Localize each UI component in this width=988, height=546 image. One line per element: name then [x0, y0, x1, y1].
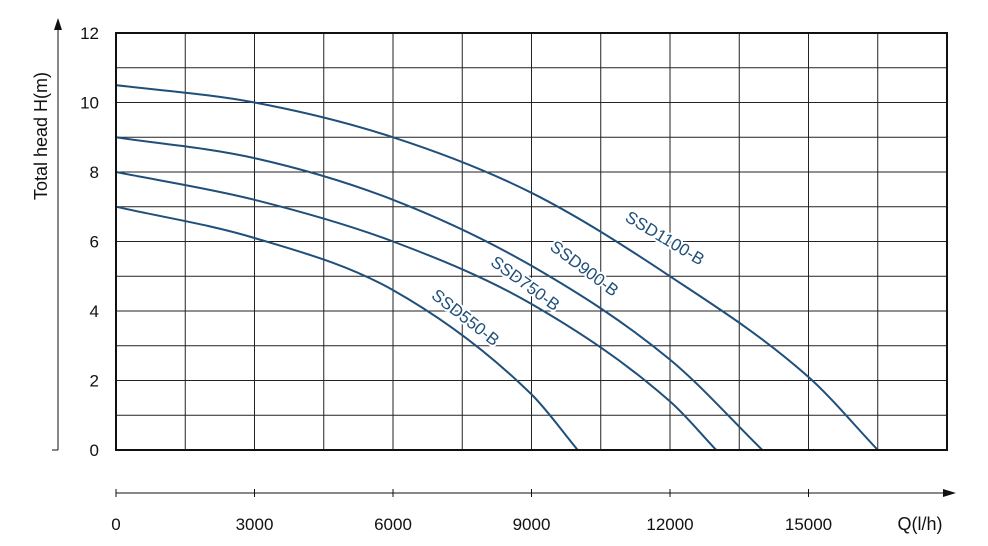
grid [116, 33, 947, 450]
x-tick-label: 15000 [785, 515, 832, 534]
y-tick-label: 6 [90, 233, 99, 252]
x-tick-label: 9000 [513, 515, 551, 534]
y-tick-label: 2 [90, 372, 99, 391]
y-tick-label: 8 [90, 163, 99, 182]
x-tick-label: 12000 [646, 515, 693, 534]
y-tick-label: 10 [80, 94, 99, 113]
plot-frame [115, 32, 948, 451]
x-tick-label: 0 [111, 515, 120, 534]
curve-ssd550-b [115, 205, 579, 451]
y-axis-arrow-icon [54, 18, 62, 30]
curve-ssd750-b [115, 171, 717, 451]
tick-labels: 0 2 4 6 8 10 12 0 3000 6000 9000 12000 15000 [80, 24, 832, 534]
x-axis-arrow-icon [943, 489, 956, 497]
x-tick-label: 3000 [236, 515, 274, 534]
x-tick-label: 6000 [374, 515, 412, 534]
curve-ssd900-b [115, 136, 764, 451]
y-tick-label: 4 [90, 302, 99, 321]
y-axis-title: Total head H(m) [31, 72, 51, 200]
x-axis-title: Q(l/h) [898, 514, 943, 534]
y-tick-label: 0 [90, 441, 99, 460]
curve-label: SSD1100-B [622, 207, 708, 269]
curve-label: SSD900-B [547, 237, 623, 301]
y-tick-label: 12 [80, 24, 99, 43]
curves [115, 84, 879, 451]
curve-ssd1100-b [115, 84, 879, 451]
